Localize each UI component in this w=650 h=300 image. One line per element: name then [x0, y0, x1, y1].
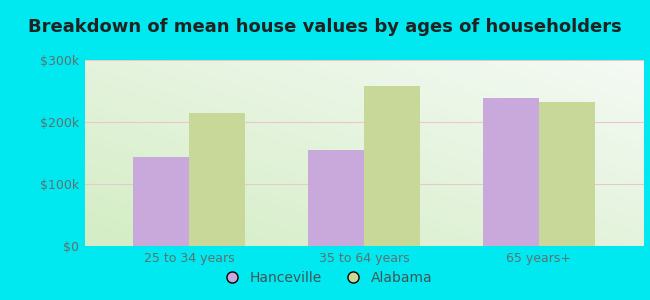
Bar	[133, 157, 189, 246]
Bar	[308, 150, 364, 246]
Bar	[189, 113, 245, 246]
Bar	[364, 86, 420, 246]
Legend: Hanceville, Alabama: Hanceville, Alabama	[213, 265, 437, 290]
Bar	[483, 98, 539, 246]
Bar	[539, 102, 595, 246]
Text: Breakdown of mean house values by ages of householders: Breakdown of mean house values by ages o…	[28, 18, 622, 36]
